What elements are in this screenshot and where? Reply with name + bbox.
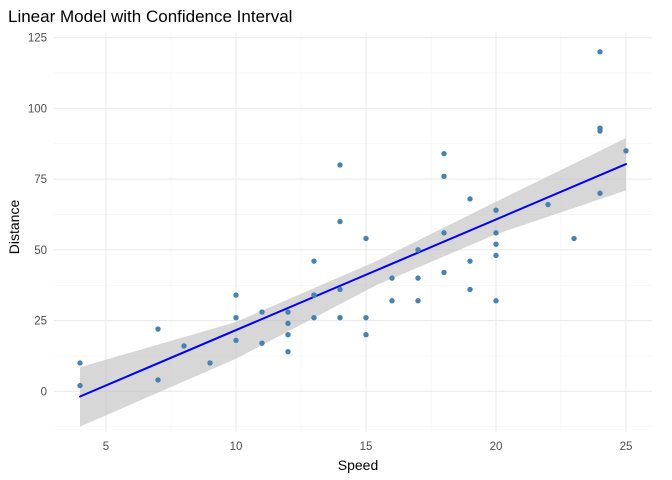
data-point bbox=[363, 235, 369, 242]
data-point bbox=[493, 252, 499, 259]
data-point bbox=[493, 298, 499, 304]
data-point bbox=[363, 331, 369, 338]
data-point bbox=[77, 360, 83, 366]
data-points bbox=[77, 49, 629, 389]
data-point bbox=[467, 286, 473, 293]
y-axis-ticks: 0 25 50 75 100 125 bbox=[28, 33, 47, 399]
confidence-ribbon bbox=[80, 138, 626, 427]
data-point bbox=[363, 315, 369, 321]
data-point bbox=[155, 377, 161, 383]
data-point bbox=[233, 315, 239, 321]
data-point bbox=[597, 49, 603, 55]
data-point bbox=[337, 286, 343, 293]
y-tick-label: 0 bbox=[41, 386, 47, 398]
data-point bbox=[285, 348, 291, 355]
chart-title: Linear Model with Confidence Interval bbox=[8, 7, 292, 26]
data-point bbox=[285, 309, 291, 315]
x-tick-label: 5 bbox=[103, 441, 109, 453]
data-point bbox=[467, 258, 473, 264]
data-point bbox=[493, 241, 499, 247]
data-point bbox=[597, 125, 603, 131]
data-point bbox=[285, 331, 291, 338]
y-tick-label: 75 bbox=[34, 174, 47, 186]
data-point bbox=[467, 196, 473, 202]
data-point bbox=[181, 343, 187, 349]
data-point bbox=[441, 230, 447, 236]
x-tick-label: 15 bbox=[360, 441, 373, 453]
x-axis-title: Speed bbox=[338, 457, 378, 473]
data-point bbox=[415, 247, 421, 253]
y-tick-label: 50 bbox=[34, 245, 47, 257]
data-point bbox=[311, 315, 317, 321]
data-point bbox=[545, 201, 551, 208]
data-point bbox=[597, 190, 603, 196]
x-axis-ticks: 5 10 15 20 25 bbox=[103, 441, 633, 453]
data-point bbox=[337, 162, 343, 168]
data-point bbox=[77, 382, 83, 389]
data-point bbox=[623, 148, 629, 154]
data-point bbox=[571, 235, 577, 242]
data-point bbox=[389, 275, 395, 281]
data-point bbox=[441, 269, 447, 276]
data-point bbox=[259, 309, 265, 315]
data-point bbox=[155, 326, 161, 332]
data-point bbox=[337, 315, 343, 321]
data-point bbox=[415, 275, 421, 281]
data-point bbox=[259, 340, 265, 346]
y-tick-label: 25 bbox=[34, 316, 47, 328]
data-point bbox=[493, 230, 499, 236]
x-tick-label: 25 bbox=[620, 441, 633, 453]
y-tick-label: 125 bbox=[28, 33, 47, 45]
data-point bbox=[233, 337, 239, 344]
y-tick-label: 100 bbox=[28, 103, 47, 115]
data-point bbox=[311, 292, 317, 298]
fit-line-layer bbox=[79, 163, 627, 398]
data-point bbox=[285, 320, 291, 327]
x-tick-label: 10 bbox=[230, 441, 243, 453]
data-point bbox=[207, 360, 213, 366]
confidence-band bbox=[80, 138, 626, 427]
data-point bbox=[441, 150, 447, 157]
y-axis-title: Distance bbox=[6, 200, 22, 255]
data-point bbox=[337, 218, 343, 225]
data-point bbox=[311, 258, 317, 264]
x-tick-label: 20 bbox=[490, 441, 503, 453]
data-point bbox=[233, 292, 239, 298]
fit-line bbox=[79, 163, 627, 398]
data-point bbox=[441, 173, 447, 179]
data-point bbox=[389, 298, 395, 304]
data-point bbox=[415, 298, 421, 304]
data-point bbox=[493, 207, 499, 213]
